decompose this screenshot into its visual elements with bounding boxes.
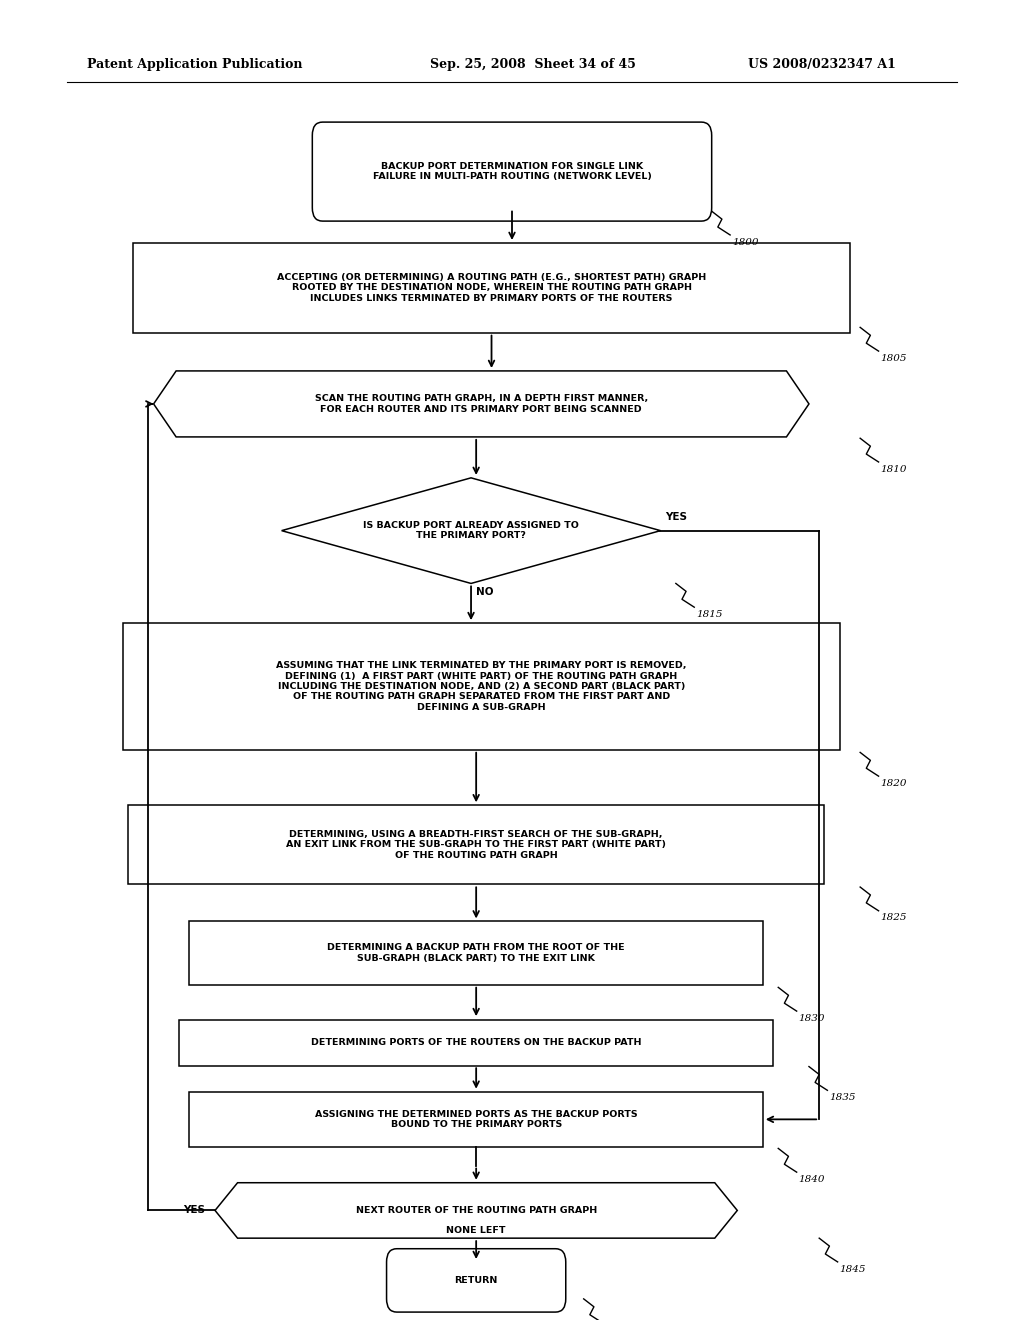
Text: DETERMINING PORTS OF THE ROUTERS ON THE BACKUP PATH: DETERMINING PORTS OF THE ROUTERS ON THE … [311,1039,641,1047]
Text: Patent Application Publication: Patent Application Publication [87,58,302,71]
FancyBboxPatch shape [312,123,712,220]
Text: ASSIGNING THE DETERMINED PORTS AS THE BACKUP PORTS
BOUND TO THE PRIMARY PORTS: ASSIGNING THE DETERMINED PORTS AS THE BA… [314,1110,638,1129]
Text: DETERMINING A BACKUP PATH FROM THE ROOT OF THE
SUB-GRAPH (BLACK PART) TO THE EXI: DETERMINING A BACKUP PATH FROM THE ROOT … [328,944,625,962]
Text: US 2008/0232347 A1: US 2008/0232347 A1 [748,58,895,71]
Polygon shape [282,478,660,583]
Text: 1835: 1835 [829,1093,856,1102]
Text: DETERMINING, USING A BREADTH-FIRST SEARCH OF THE SUB-GRAPH,
AN EXIT LINK FROM TH: DETERMINING, USING A BREADTH-FIRST SEARC… [286,830,667,859]
Text: NONE LEFT: NONE LEFT [446,1226,506,1234]
Text: 1820: 1820 [881,779,907,788]
Bar [133,243,850,333]
Text: 1815: 1815 [696,610,723,619]
Polygon shape [215,1183,737,1238]
Bar [179,1019,773,1067]
Text: Sep. 25, 2008  Sheet 34 of 45: Sep. 25, 2008 Sheet 34 of 45 [430,58,636,71]
Text: YES: YES [183,1205,205,1216]
Text: NEXT ROUTER OF THE ROUTING PATH GRAPH: NEXT ROUTER OF THE ROUTING PATH GRAPH [355,1206,597,1214]
Bar [123,623,840,750]
Text: 1825: 1825 [881,913,907,923]
Text: 1805: 1805 [881,354,907,363]
Text: 1830: 1830 [799,1014,825,1023]
Text: RETURN: RETURN [455,1276,498,1284]
Text: ASSUMING THAT THE LINK TERMINATED BY THE PRIMARY PORT IS REMOVED,
DEFINING (1)  : ASSUMING THAT THE LINK TERMINATED BY THE… [276,661,686,711]
Text: IS BACKUP PORT ALREADY ASSIGNED TO
THE PRIMARY PORT?: IS BACKUP PORT ALREADY ASSIGNED TO THE P… [364,521,579,540]
Text: FIGURE 18: FIGURE 18 [420,1298,532,1316]
Text: ACCEPTING (OR DETERMINING) A ROUTING PATH (E.G., SHORTEST PATH) GRAPH
ROOTED BY : ACCEPTING (OR DETERMINING) A ROUTING PAT… [276,273,707,302]
Text: SCAN THE ROUTING PATH GRAPH, IN A DEPTH FIRST MANNER,
FOR EACH ROUTER AND ITS PR: SCAN THE ROUTING PATH GRAPH, IN A DEPTH … [314,395,648,413]
Bar [128,805,824,884]
Bar [189,921,763,985]
Text: YES: YES [666,512,687,523]
Text: 1845: 1845 [840,1265,866,1274]
Text: 1840: 1840 [799,1175,825,1184]
Bar [189,1092,763,1147]
Text: NO: NO [476,587,494,598]
Text: BACKUP PORT DETERMINATION FOR SINGLE LINK
FAILURE IN MULTI-PATH ROUTING (NETWORK: BACKUP PORT DETERMINATION FOR SINGLE LIN… [373,162,651,181]
Polygon shape [154,371,809,437]
FancyBboxPatch shape [387,1249,565,1312]
Text: 1810: 1810 [881,465,907,474]
Text: 1800: 1800 [732,238,759,247]
